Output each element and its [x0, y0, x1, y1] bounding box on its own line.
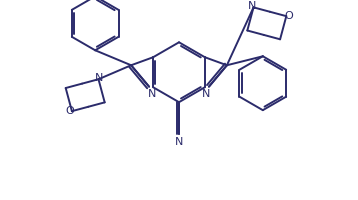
Text: O: O — [66, 106, 74, 116]
Text: N: N — [248, 1, 257, 11]
Text: N: N — [175, 137, 183, 147]
Text: N: N — [95, 73, 104, 83]
Text: O: O — [284, 11, 293, 21]
Text: N: N — [148, 89, 156, 99]
Text: N: N — [202, 89, 210, 99]
